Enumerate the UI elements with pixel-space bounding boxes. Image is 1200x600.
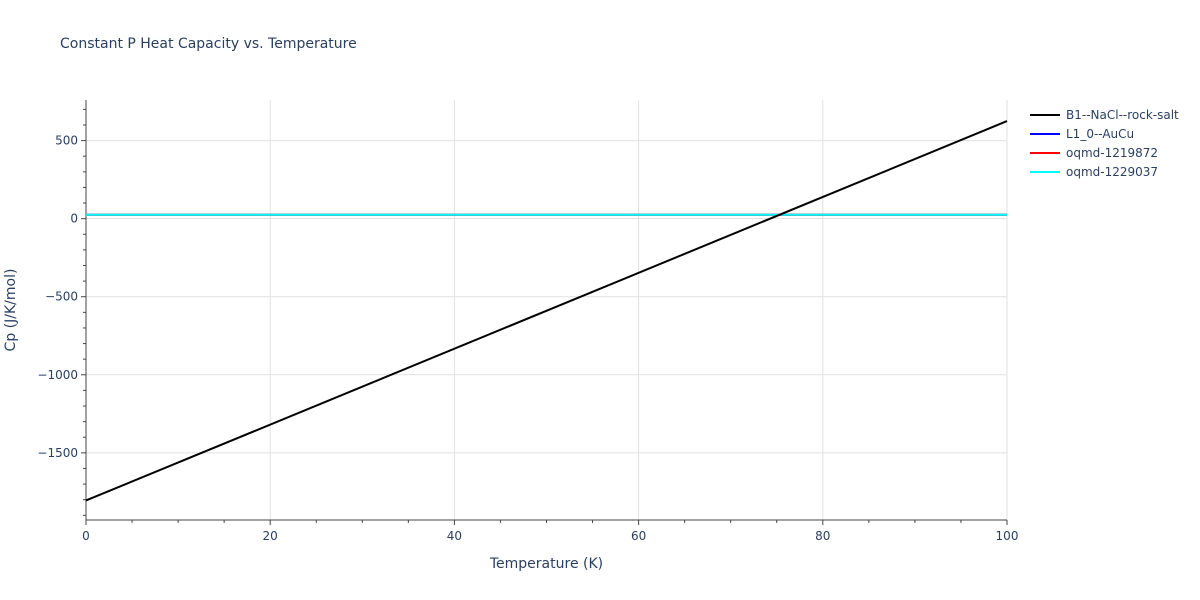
legend-swatch — [1030, 132, 1060, 135]
legend-swatch — [1030, 170, 1060, 173]
legend-item[interactable]: B1--NaCl--rock-salt — [1030, 105, 1179, 124]
legend-label: L1_0--AuCu — [1066, 126, 1135, 141]
x-tick-label: 60 — [631, 529, 646, 543]
x-tick-label: 80 — [815, 529, 830, 543]
legend-label: oqmd-1219872 — [1066, 145, 1159, 160]
x-tick-label: 100 — [996, 529, 1019, 543]
y-axis-title: Cp (J/K/mol) — [3, 269, 19, 352]
x-tick-label: 0 — [82, 529, 90, 543]
legend-swatch — [1030, 151, 1060, 154]
y-tick-label: 500 — [55, 134, 78, 148]
y-tick-label: −500 — [45, 290, 78, 304]
legend-label: B1--NaCl--rock-salt — [1066, 107, 1179, 122]
legend-item[interactable]: L1_0--AuCu — [1030, 124, 1179, 143]
legend[interactable]: B1--NaCl--rock-salt L1_0--AuCu oqmd-121987… — [1030, 105, 1179, 181]
x-axis-title: Temperature (K) — [489, 556, 603, 572]
legend-item[interactable]: oqmd-1219872 — [1030, 143, 1179, 162]
chart-title: Constant P Heat Capacity vs. Temperature — [60, 36, 357, 52]
x-tick-label: 20 — [263, 529, 278, 543]
legend-label: oqmd-1229037 — [1066, 164, 1159, 179]
x-tick-label: 40 — [447, 529, 462, 543]
y-tick-label: −1500 — [37, 446, 78, 460]
series-line-B1--NaCl--rock-salt — [85, 120, 1008, 502]
legend-swatch — [1030, 113, 1060, 116]
legend-item[interactable]: oqmd-1229037 — [1030, 162, 1179, 181]
y-tick-label: −1000 — [37, 368, 78, 382]
y-tick-label: 0 — [70, 212, 78, 226]
